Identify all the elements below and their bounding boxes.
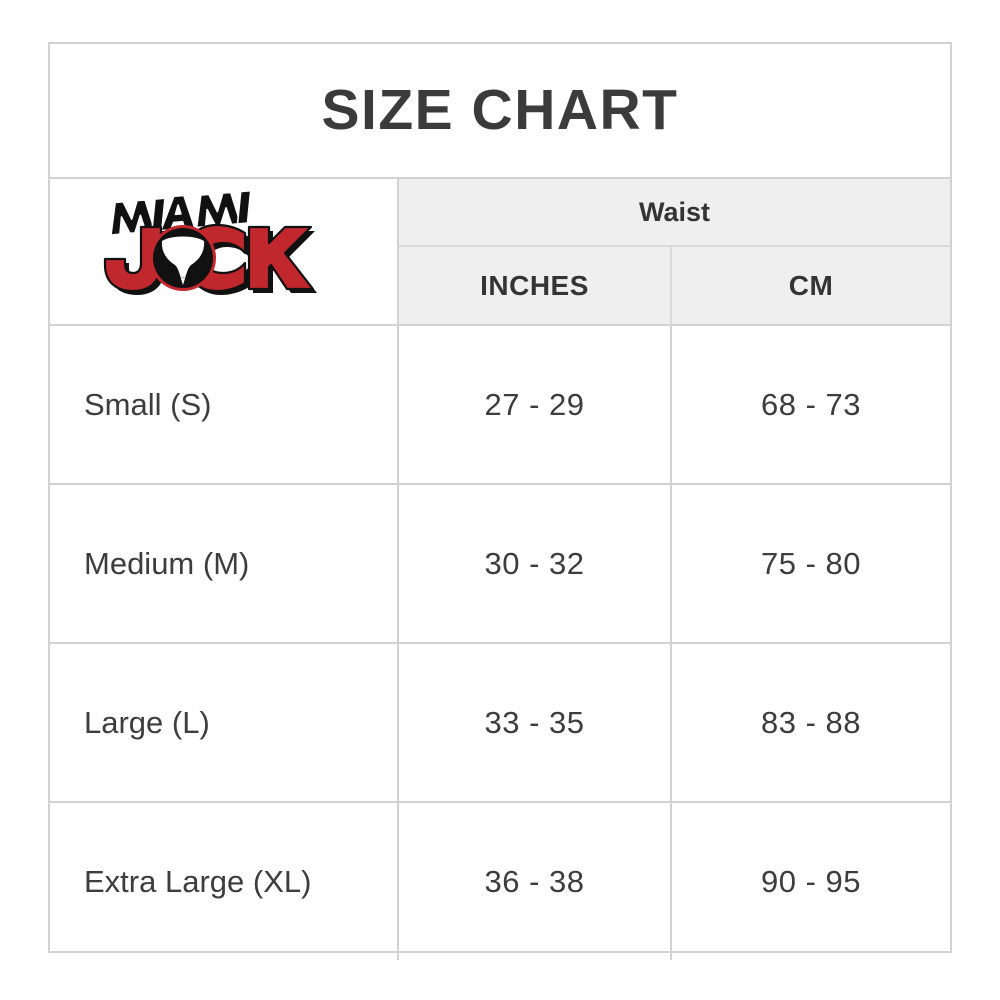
waist-inches-value: 30 - 32 <box>484 545 585 581</box>
table-row: Extra Large (XL) 36 - 38 90 - 95 <box>50 803 950 960</box>
cell-size-name: Small (S) <box>50 326 399 483</box>
logo-cell <box>50 179 399 324</box>
cell-waist-inches: 33 - 35 <box>399 644 672 801</box>
size-label: Extra Large (XL) <box>84 863 312 899</box>
size-label: Medium (M) <box>84 545 250 581</box>
size-label: Small (S) <box>84 386 212 422</box>
waist-cm-value: 68 - 73 <box>760 386 861 422</box>
size-label: Large (L) <box>84 704 210 740</box>
table-header: Waist INCHES CM <box>50 179 950 326</box>
cell-size-name: Large (L) <box>50 644 399 801</box>
cell-waist-cm: 68 - 73 <box>672 326 950 483</box>
size-chart-table: SIZE CHART <box>48 42 952 960</box>
chart-title-row: SIZE CHART <box>50 44 950 179</box>
waist-cm-value: 83 - 88 <box>760 704 861 740</box>
cell-waist-inches: 30 - 32 <box>399 485 672 642</box>
cell-waist-cm: 90 - 95 <box>672 803 950 960</box>
unit-header-row: INCHES CM <box>399 247 950 324</box>
measurement-group-label: Waist <box>638 196 710 227</box>
column-header-cm-label: CM <box>788 269 834 301</box>
cell-waist-cm: 75 - 80 <box>672 485 950 642</box>
measurement-group-header: Waist <box>399 179 950 247</box>
cell-size-name: Extra Large (XL) <box>50 803 399 960</box>
table-row: Large (L) 33 - 35 83 - 88 <box>50 644 950 803</box>
table-row: Small (S) 27 - 29 68 - 73 <box>50 326 950 485</box>
column-header-inches: INCHES <box>399 247 672 324</box>
column-header-inches-label: INCHES <box>480 269 589 301</box>
table-row: Medium (M) 30 - 32 75 - 80 <box>50 485 950 644</box>
miami-jock-logo <box>95 190 353 313</box>
waist-inches-value: 36 - 38 <box>484 863 585 899</box>
measurement-header-group: Waist INCHES CM <box>399 179 950 324</box>
cell-waist-inches: 27 - 29 <box>399 326 672 483</box>
waist-inches-value: 27 - 29 <box>484 386 585 422</box>
cell-waist-cm: 83 - 88 <box>672 644 950 801</box>
waist-cm-value: 75 - 80 <box>760 545 861 581</box>
jockstrap-o-icon <box>149 224 216 291</box>
cell-waist-inches: 36 - 38 <box>399 803 672 960</box>
waist-inches-value: 33 - 35 <box>484 704 585 740</box>
column-header-cm: CM <box>672 247 950 324</box>
cell-size-name: Medium (M) <box>50 485 399 642</box>
waist-cm-value: 90 - 95 <box>760 863 861 899</box>
page-title: SIZE CHART <box>321 78 679 142</box>
